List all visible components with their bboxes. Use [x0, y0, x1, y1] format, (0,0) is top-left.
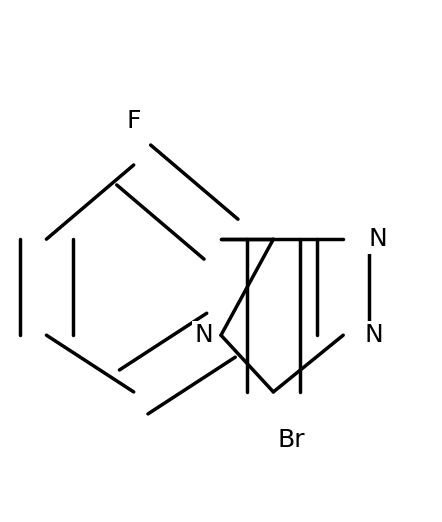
Text: N: N: [364, 323, 383, 347]
Text: F: F: [126, 109, 141, 133]
Text: N: N: [194, 323, 213, 347]
Text: Br: Br: [277, 428, 305, 452]
Text: N: N: [369, 227, 388, 251]
